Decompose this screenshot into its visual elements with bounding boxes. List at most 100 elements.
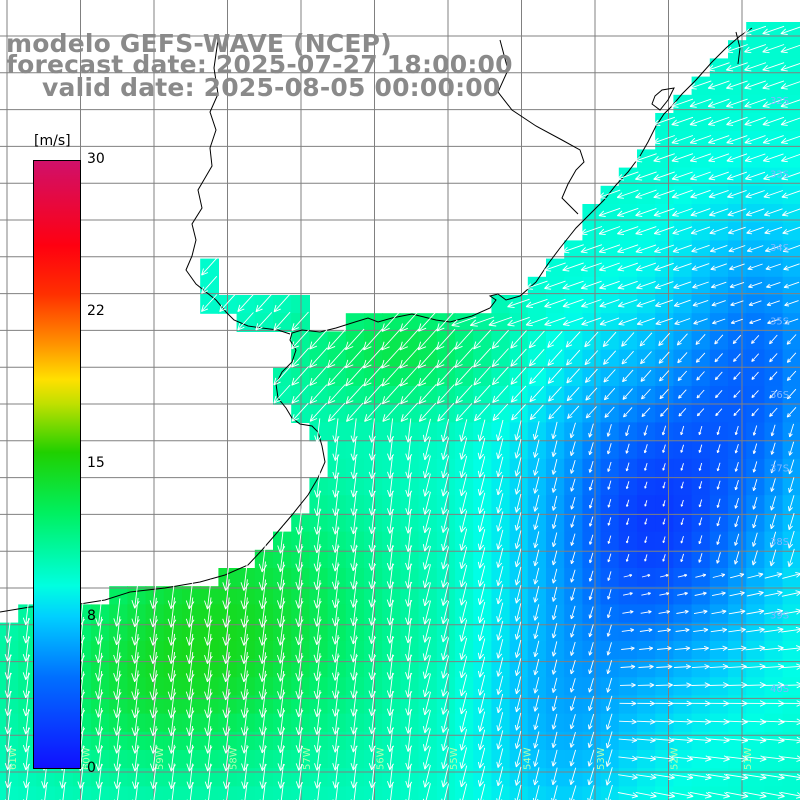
wind-cell xyxy=(509,640,529,660)
wind-arrow xyxy=(368,727,376,753)
wind-cell xyxy=(691,750,711,769)
wind-arrow xyxy=(291,311,309,331)
wind-arrow xyxy=(662,444,666,453)
wind-cell xyxy=(655,131,674,150)
wind-cell xyxy=(382,695,401,715)
wind-cell xyxy=(163,677,183,696)
wind-arrow xyxy=(745,208,765,217)
wind-arrow xyxy=(766,300,780,307)
wind-cell xyxy=(746,113,765,132)
wind-cell xyxy=(655,458,674,478)
wind-cell xyxy=(618,349,638,369)
wind-cell xyxy=(491,604,511,624)
wind-cell xyxy=(509,386,529,405)
wind-arrow xyxy=(752,461,758,473)
wind-cell xyxy=(691,313,711,332)
wind-cell xyxy=(127,768,147,787)
wind-cell xyxy=(600,349,620,369)
wind-cell xyxy=(600,313,620,332)
wind-cell xyxy=(345,495,365,514)
wind-arrow xyxy=(598,244,621,254)
wind-arrow xyxy=(763,208,783,217)
wind-cell xyxy=(236,640,256,660)
wind-cell xyxy=(709,622,729,642)
wind-arrow xyxy=(368,490,376,516)
colorbar-tick-label: 8 xyxy=(87,608,96,624)
wind-cell xyxy=(673,695,693,715)
wind-arrow xyxy=(752,425,758,436)
wind-arrow xyxy=(418,402,437,422)
wind-arrow xyxy=(689,80,712,90)
wind-cell xyxy=(473,513,492,533)
wind-arrow xyxy=(186,782,193,800)
wind-arrow xyxy=(441,746,449,770)
wind-arrow xyxy=(762,135,784,145)
colorbar-tick-label: 0 xyxy=(87,760,96,776)
wind-arrow xyxy=(332,490,340,516)
wind-cell xyxy=(400,422,420,442)
wind-cell xyxy=(655,768,674,787)
wind-arrow xyxy=(473,384,491,404)
wind-arrow xyxy=(659,370,670,382)
wind-arrow xyxy=(350,653,358,681)
wind-cell xyxy=(509,313,529,332)
wind-cell xyxy=(455,422,474,442)
wind-cell xyxy=(764,440,784,460)
wind-arrow xyxy=(787,530,795,549)
wind-arrow xyxy=(671,773,694,781)
wind-arrow xyxy=(636,280,656,290)
wind-cell xyxy=(327,386,347,405)
wind-arrow xyxy=(620,664,636,670)
wind-arrow xyxy=(744,98,766,108)
wind-cell xyxy=(582,713,602,733)
wind-cell xyxy=(746,58,765,78)
wind-arrow xyxy=(625,462,630,472)
wind-arrow xyxy=(729,572,745,579)
wind-cell xyxy=(618,622,638,642)
wind-arrow xyxy=(291,384,309,404)
wind-cell xyxy=(473,458,492,478)
wind-arrow xyxy=(441,710,450,733)
wind-arrow xyxy=(291,402,309,422)
wind-arrow xyxy=(405,563,413,589)
wind-cell xyxy=(709,768,729,787)
wind-arrow xyxy=(332,436,340,461)
wind-cell xyxy=(163,768,183,787)
wind-cell xyxy=(546,731,565,751)
wind-arrow xyxy=(696,408,705,417)
wind-arrow xyxy=(533,458,540,476)
wind-cell xyxy=(746,367,765,387)
wind-arrow xyxy=(477,547,486,569)
wind-arrow xyxy=(606,624,612,637)
wind-arrow xyxy=(786,352,797,363)
wind-cell xyxy=(364,331,383,351)
wind-arrow xyxy=(656,664,673,670)
wind-cell xyxy=(746,731,765,751)
wind-arrow xyxy=(332,418,340,443)
wind-arrow xyxy=(455,384,473,404)
wind-cell xyxy=(691,386,711,405)
wind-arrow xyxy=(654,737,675,744)
wind-cell xyxy=(455,313,474,332)
wind-cell xyxy=(728,76,747,96)
wind-arrow xyxy=(22,672,31,699)
wind-arrow xyxy=(587,749,595,767)
wind-arrow xyxy=(749,318,762,325)
longitude-label: 51W xyxy=(743,747,754,770)
wind-cell xyxy=(527,604,547,624)
wind-cell xyxy=(746,568,765,587)
wind-cell xyxy=(673,604,693,624)
wind-cell xyxy=(691,477,711,496)
wind-arrow xyxy=(617,262,639,272)
wind-arrow xyxy=(405,618,413,644)
wind-cell xyxy=(145,695,165,715)
wind-arrow xyxy=(662,500,666,507)
wind-arrow xyxy=(716,480,721,490)
wind-cell xyxy=(18,622,37,642)
wind-arrow xyxy=(734,533,740,546)
wind-arrow xyxy=(566,386,580,402)
wind-arrow xyxy=(547,367,563,384)
wind-arrow xyxy=(672,226,693,235)
wind-cell xyxy=(709,659,729,678)
wind-cell xyxy=(746,167,765,187)
